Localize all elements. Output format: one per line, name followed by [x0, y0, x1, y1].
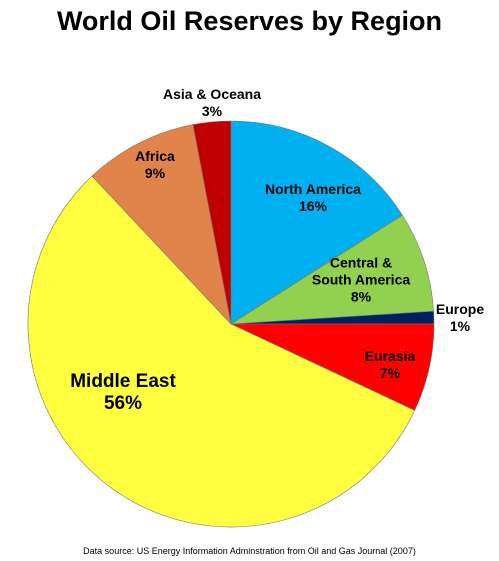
category-label: Asia & Oceana: [162, 86, 262, 102]
value-label: 9%: [144, 165, 166, 181]
pie-slice: [192, 120, 232, 325]
category-label: Europe: [435, 301, 485, 317]
category-label: North America: [265, 181, 361, 197]
pie-slice: [230, 120, 403, 325]
value-label: 1%: [449, 318, 471, 334]
value-label: 16%: [298, 198, 328, 214]
value-label: 8%: [350, 288, 372, 305]
slice-label: Middle East 56%: [70, 371, 176, 415]
slice-label: Africa 9%: [135, 148, 175, 182]
source-note: Data source: US Energy Information Admin…: [83, 546, 416, 556]
value-label: 7%: [379, 365, 401, 381]
slice-label: Europe 1%: [436, 301, 484, 335]
category-label: Eurasia: [364, 348, 416, 364]
slice-label: North America 16%: [265, 181, 361, 215]
chart-title: World Oil Reserves by Region: [56, 6, 443, 36]
category-label: Central & South America: [311, 254, 411, 288]
category-label: Middle East: [70, 371, 176, 392]
slice-label: Central & South America 8%: [311, 255, 411, 306]
slice-label: Asia & Oceana 3%: [163, 86, 261, 120]
pie-slice: [230, 214, 434, 325]
value-label: 3%: [201, 103, 223, 119]
pie-slice: [27, 175, 416, 528]
pie-slice: [91, 124, 232, 325]
value-label: 56%: [103, 393, 143, 414]
category-label: Africa: [135, 148, 175, 164]
slice-label: Eurasia 7%: [365, 348, 416, 382]
